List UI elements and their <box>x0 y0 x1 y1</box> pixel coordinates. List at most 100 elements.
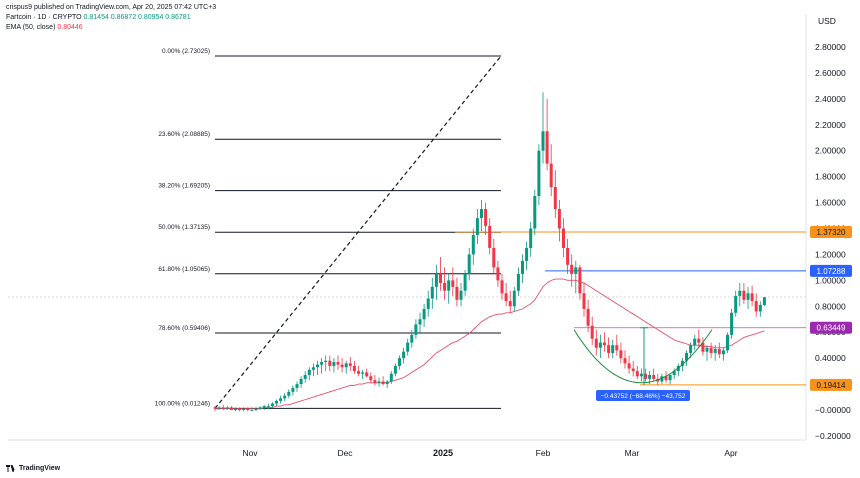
fib-trend-line[interactable] <box>214 55 502 409</box>
candle-body <box>742 290 746 300</box>
candle <box>221 404 225 410</box>
candle <box>615 334 619 356</box>
candle <box>705 345 709 361</box>
candle-body <box>467 254 471 274</box>
candle-body <box>324 360 328 363</box>
candle-body <box>598 342 602 348</box>
price-badge-box <box>810 225 852 238</box>
candle-body <box>762 297 766 305</box>
candle-body <box>619 350 623 359</box>
candle-body <box>488 225 492 248</box>
time-axis[interactable]: Nov Dec 2025 Feb Mar Apr <box>242 448 737 458</box>
candle-body <box>303 374 307 379</box>
candle <box>213 406 217 412</box>
candle-body <box>734 295 738 313</box>
cup-pattern-arc[interactable] <box>573 329 713 384</box>
candle <box>377 377 381 387</box>
candle-body <box>361 372 365 374</box>
candle <box>336 355 340 370</box>
candle-body <box>377 381 381 383</box>
candle <box>726 332 729 353</box>
candle-body <box>221 407 225 409</box>
candle <box>344 360 348 374</box>
candle <box>668 373 672 385</box>
candle-body <box>705 347 709 352</box>
candle-body <box>557 209 561 229</box>
candle-body <box>373 380 377 383</box>
measure-tool[interactable]: −0.43752 (−68.46%) −43,752 <box>573 327 713 401</box>
candle <box>508 290 512 313</box>
candle <box>652 368 656 382</box>
fib-retracement[interactable]: 0.00% (2.73025) 23.60% (2.08885) 38.20% (1… <box>155 48 502 409</box>
ema-label: EMA (50, close) <box>6 24 56 31</box>
x-tick-label: Dec <box>337 448 353 458</box>
candle <box>422 303 426 328</box>
candle <box>639 368 643 382</box>
price-badge-label: 1.37320 <box>817 228 846 237</box>
tradingview-brand[interactable]: TradingView <box>6 465 60 472</box>
y-tick-label: 1.00000 <box>815 275 846 285</box>
candle <box>557 199 561 242</box>
candle <box>676 363 680 377</box>
symbol-label: Fartcoin · 1D · CRYPTO <box>6 14 82 21</box>
candle <box>574 260 578 294</box>
candle-body <box>311 367 315 370</box>
candle <box>644 368 647 382</box>
candles <box>213 92 766 412</box>
candle <box>275 399 278 407</box>
fib-level-label: 50.00% (1.37135) <box>158 224 210 231</box>
candle <box>488 218 492 255</box>
candle-body <box>697 338 701 343</box>
candle <box>660 373 664 385</box>
candle-body <box>750 293 754 302</box>
candle-body <box>496 267 500 281</box>
candle <box>607 337 611 359</box>
candle-body <box>541 131 545 151</box>
candle <box>545 98 549 171</box>
price-badge: 0.19414 <box>810 378 852 391</box>
candle <box>746 286 750 309</box>
candle-body <box>422 308 426 320</box>
candle-body <box>471 234 475 255</box>
candle <box>541 92 545 164</box>
candle-body <box>512 290 516 307</box>
candle-body <box>648 374 652 379</box>
candle <box>512 286 516 312</box>
candle-body <box>660 376 664 382</box>
candle-body <box>631 368 635 372</box>
candle-body <box>299 378 303 385</box>
candle-body <box>434 273 438 287</box>
candle <box>709 342 713 359</box>
candle <box>582 282 586 317</box>
measure-label-box <box>596 390 690 401</box>
candle <box>340 358 344 373</box>
candle-body <box>443 282 447 291</box>
candle <box>348 356 352 372</box>
candle-body <box>344 363 348 368</box>
candle-body <box>357 371 360 374</box>
candle-body <box>566 247 570 265</box>
horizontal-levels[interactable] <box>455 231 806 386</box>
candle <box>385 380 389 388</box>
candle <box>685 350 688 366</box>
y-tick-label: 1.20000 <box>815 249 846 259</box>
candle <box>295 381 299 392</box>
candle-body <box>369 376 373 381</box>
candle <box>467 247 471 281</box>
candle-body <box>439 273 442 283</box>
y-tick-label: 2.60000 <box>815 68 846 78</box>
fib-level-label: 0.00% (2.73025) <box>162 48 210 55</box>
candle-body <box>721 350 725 355</box>
fib-level-label: 78.60% (0.59406) <box>158 325 210 332</box>
y-tick-label: −0.20000 <box>815 431 851 441</box>
candle <box>525 241 529 270</box>
price-badge: 1.07288 <box>810 264 852 277</box>
candle <box>738 282 742 307</box>
candle-body <box>754 301 758 312</box>
measure-label: −0.43752 (−68.46%) −43,752 <box>601 393 686 400</box>
candle-body <box>508 301 512 307</box>
candle <box>287 389 291 399</box>
y-tick-label: 2.20000 <box>815 120 846 130</box>
candle-body <box>320 362 324 365</box>
